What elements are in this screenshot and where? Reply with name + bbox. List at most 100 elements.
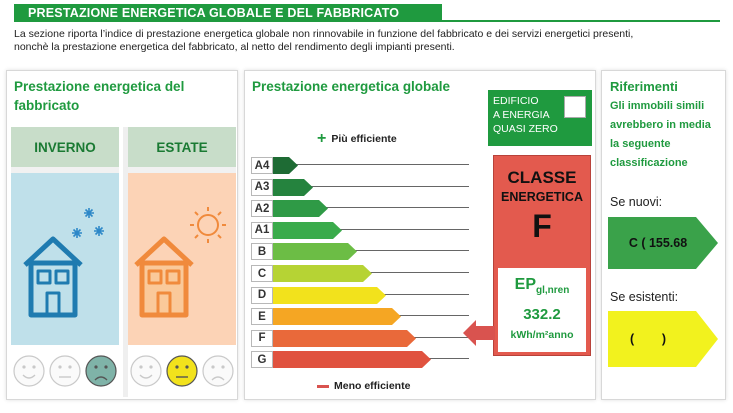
energy-class-row: B <box>251 243 481 261</box>
references-text: Gli immobili simili avrebbero in media l… <box>610 97 711 173</box>
energy-class-label: A3 <box>251 178 273 196</box>
building-title-line-2: fabbricato <box>14 98 80 113</box>
energy-class-label: D <box>251 286 273 304</box>
references-text-line-4: classificazione <box>610 157 688 169</box>
nzeb-line-2: A ENERGIA <box>493 109 550 121</box>
energy-class-label: E <box>251 308 273 326</box>
global-performance-panel: Prestazione energetica globale EDIFICIO … <box>244 70 596 400</box>
new-buildings-label: Se nuovi: <box>610 195 663 209</box>
ep-main: EP <box>514 276 536 293</box>
section-header: PRESTAZIONE ENERGETICA GLOBALE E DEL FAB… <box>14 4 442 22</box>
scale-gridline <box>273 250 469 252</box>
energy-class-row: C <box>251 265 481 282</box>
energy-class-label: C <box>251 265 273 282</box>
winter-body <box>11 173 119 345</box>
winter-rating-faces <box>11 345 119 397</box>
nzeb-checkbox <box>564 96 586 118</box>
energy-class-label: G <box>251 351 273 369</box>
energy-class-label: A2 <box>251 200 273 218</box>
energy-class-letter: F <box>532 208 552 244</box>
summer-rating-faces <box>128 345 236 397</box>
happy-face-icon <box>13 355 45 387</box>
summer-illustration <box>134 207 226 318</box>
more-efficient-label: Più efficiente <box>331 133 397 145</box>
new-buildings-value: C ( 155.68 <box>628 236 688 250</box>
sun-icon <box>190 207 226 243</box>
snowflake-icon <box>72 208 104 238</box>
energy-class-row: D <box>251 286 481 304</box>
energy-class-bar <box>273 178 313 196</box>
energetica-label: ENERGETICA <box>501 190 583 204</box>
new-buildings-class-arrow: C ( 155.68 <box>608 217 718 269</box>
sad-face-icon <box>202 355 234 387</box>
happy-face-icon <box>130 355 162 387</box>
energy-class-box: CLASSE ENERGETICA F EPgl,nren 332.2 kWh/… <box>493 155 591 356</box>
references-text-line-1: Gli immobili simili <box>610 100 705 112</box>
references-text-line-2: avrebbero in media <box>610 119 711 131</box>
energy-class-bar <box>273 221 342 239</box>
energy-class-row: F <box>251 329 481 347</box>
building-panel-title: Prestazione energetica del fabbricato <box>14 77 184 115</box>
energy-class-row: A4 <box>251 157 481 174</box>
references-text-line-3: la seguente <box>610 138 671 150</box>
energy-class-bar <box>273 286 386 304</box>
energy-class-label: B <box>251 243 273 261</box>
winter-column: INVERNO <box>11 127 119 397</box>
energy-class-bar <box>273 265 372 282</box>
plus-icon: + <box>317 130 327 147</box>
minus-icon <box>317 384 329 388</box>
energy-class-label: A4 <box>251 157 273 174</box>
building-title-line-1: Prestazione energetica del <box>14 79 185 94</box>
ep-value: 332.2 <box>523 306 561 324</box>
energy-class-row: A1 <box>251 221 481 239</box>
intro-line-2: nonchè la prestazione energetica del fab… <box>14 41 455 53</box>
energy-class-bar <box>273 329 416 347</box>
nzeb-box: EDIFICIO A ENERGIA QUASI ZERO <box>488 90 592 146</box>
scale-gridline <box>273 228 469 230</box>
classe-label: CLASSE <box>507 168 577 187</box>
scale-gridline <box>273 272 469 273</box>
existing-buildings-label: Se esistenti: <box>610 290 679 304</box>
winter-label: INVERNO <box>11 127 119 173</box>
house-icon <box>134 236 194 318</box>
sad-face-icon <box>85 355 117 387</box>
energy-class-bar <box>273 157 298 174</box>
building-performance-panel: Prestazione energetica del fabbricato IN… <box>6 70 238 400</box>
ep-unit: kWh/m²anno <box>510 329 574 342</box>
energy-class-row: E <box>251 308 481 326</box>
energy-class-label: F <box>251 329 273 347</box>
ep-label: EPgl,nren <box>498 276 586 296</box>
more-efficient-legend: + Più efficiente <box>317 130 397 148</box>
new-class-arrow-icon <box>608 217 718 269</box>
energy-class-bar <box>273 243 357 261</box>
summer-body <box>128 173 236 345</box>
nzeb-line-3: QUASI ZERO <box>493 123 558 135</box>
existing-class-arrow-icon <box>608 311 718 367</box>
energy-class-bar <box>273 308 401 326</box>
ep-box: EPgl,nren 332.2 kWh/m²anno <box>498 268 586 352</box>
less-efficient-legend: Meno efficiente <box>317 380 410 392</box>
scale-gridline <box>273 207 469 209</box>
current-class-pointer-icon <box>463 320 495 346</box>
intro-text: La sezione riporta l’indice di prestazio… <box>14 28 714 54</box>
nzeb-line-1: EDIFICIO <box>493 95 539 107</box>
house-icon <box>23 236 83 318</box>
existing-buildings-value: ( ) <box>629 332 667 346</box>
neutral-face-icon <box>49 355 81 387</box>
scale-gridline <box>273 185 469 187</box>
header-rule <box>442 20 720 22</box>
energy-class-bar <box>273 200 328 218</box>
ep-subscript: gl,nren <box>536 285 570 297</box>
energy-class-row: A3 <box>251 178 481 196</box>
global-panel-title: Prestazione energetica globale <box>252 79 451 94</box>
energy-class-row: A2 <box>251 200 481 218</box>
winter-illustration <box>23 208 104 318</box>
scale-gridline <box>273 164 469 165</box>
less-efficient-label: Meno efficiente <box>334 380 411 392</box>
intro-line-1: La sezione riporta l’indice di prestazio… <box>14 28 634 40</box>
references-panel: Riferimenti Gli immobili simili avrebber… <box>601 70 726 400</box>
season-separator <box>123 127 128 397</box>
neutral-face-icon <box>166 355 198 387</box>
energy-class-row: G <box>251 351 481 369</box>
summer-label: ESTATE <box>128 127 236 173</box>
